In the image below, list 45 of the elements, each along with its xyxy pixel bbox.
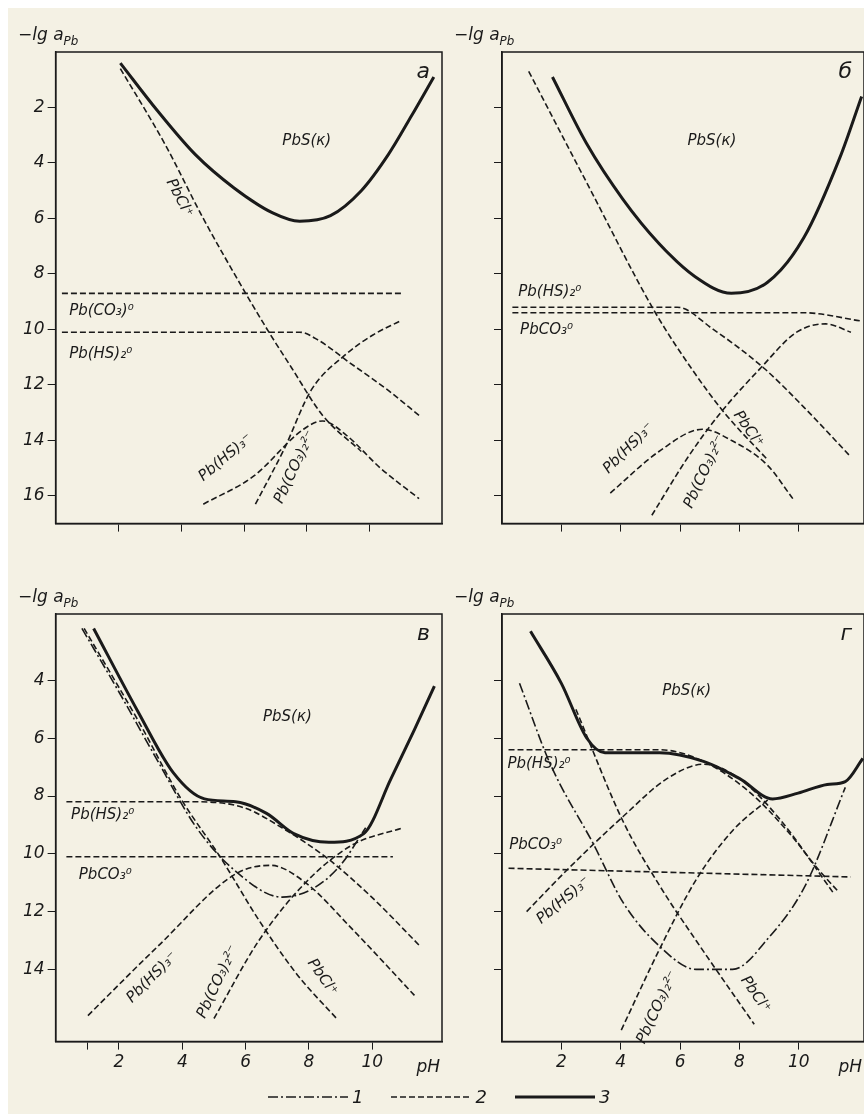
series-label: PbCO₃⁰ bbox=[520, 320, 573, 339]
x-tick-label: 10 bbox=[787, 1051, 810, 1072]
y-tick-label: 14 bbox=[22, 428, 45, 449]
annotation: PbS(к) bbox=[662, 680, 712, 699]
y-tick-label: 10 bbox=[22, 842, 45, 863]
y-tick-label: 6 bbox=[33, 206, 45, 227]
series-label: Pb(CO₃)⁰ bbox=[69, 301, 134, 320]
chart-title: б bbox=[838, 57, 853, 83]
x-axis-title: pH bbox=[837, 1056, 863, 1077]
text: 2 bbox=[475, 1086, 487, 1107]
x-tick-label: 2 bbox=[113, 1051, 125, 1072]
annotation: PbS(к) bbox=[282, 131, 332, 150]
x-tick-label: 8 bbox=[733, 1051, 745, 1072]
y-tick-label: 6 bbox=[33, 726, 45, 747]
chart-title: г bbox=[840, 619, 853, 645]
series-label: PbCO₃⁰ bbox=[509, 834, 563, 853]
y-tick-label: 8 bbox=[33, 262, 45, 283]
x-tick-label: 4 bbox=[615, 1051, 627, 1072]
annotation: PbS(к) bbox=[263, 706, 312, 725]
y-tick-label: 12 bbox=[22, 373, 45, 394]
y-tick-label: 4 bbox=[33, 151, 45, 172]
x-tick-label: 6 bbox=[240, 1051, 252, 1072]
y-tick-label: 10 bbox=[22, 317, 45, 338]
y-tick-label: 14 bbox=[22, 957, 45, 978]
annotation: PbS(к) bbox=[687, 131, 737, 150]
chart-title: в bbox=[417, 619, 430, 645]
x-tick-label: 4 bbox=[176, 1051, 188, 1072]
y-tick-label: 2 bbox=[33, 95, 45, 116]
series-label: Pb(HS)₂⁰ bbox=[71, 804, 135, 823]
series-label: Pb(HS)₂⁰ bbox=[518, 282, 582, 301]
series-label: PbCO₃⁰ bbox=[78, 864, 132, 883]
x-tick-label: 6 bbox=[674, 1051, 686, 1072]
text: 1 bbox=[352, 1086, 364, 1107]
y-tick-label: 16 bbox=[22, 484, 45, 505]
x-tick-label: 8 bbox=[303, 1051, 315, 1072]
series-label: Pb(HS)₂⁰ bbox=[69, 343, 133, 362]
x-tick-label: 2 bbox=[555, 1051, 567, 1072]
y-tick-label: 12 bbox=[22, 900, 45, 921]
series-label: Pb(HS)₂⁰ bbox=[507, 753, 571, 772]
x-axis-title: pH bbox=[415, 1056, 441, 1077]
chart-title: а bbox=[416, 57, 430, 83]
text: 3 bbox=[598, 1086, 611, 1107]
y-tick-label: 8 bbox=[33, 784, 45, 805]
y-tick-label: 4 bbox=[33, 668, 45, 689]
x-tick-label: 10 bbox=[361, 1051, 384, 1072]
